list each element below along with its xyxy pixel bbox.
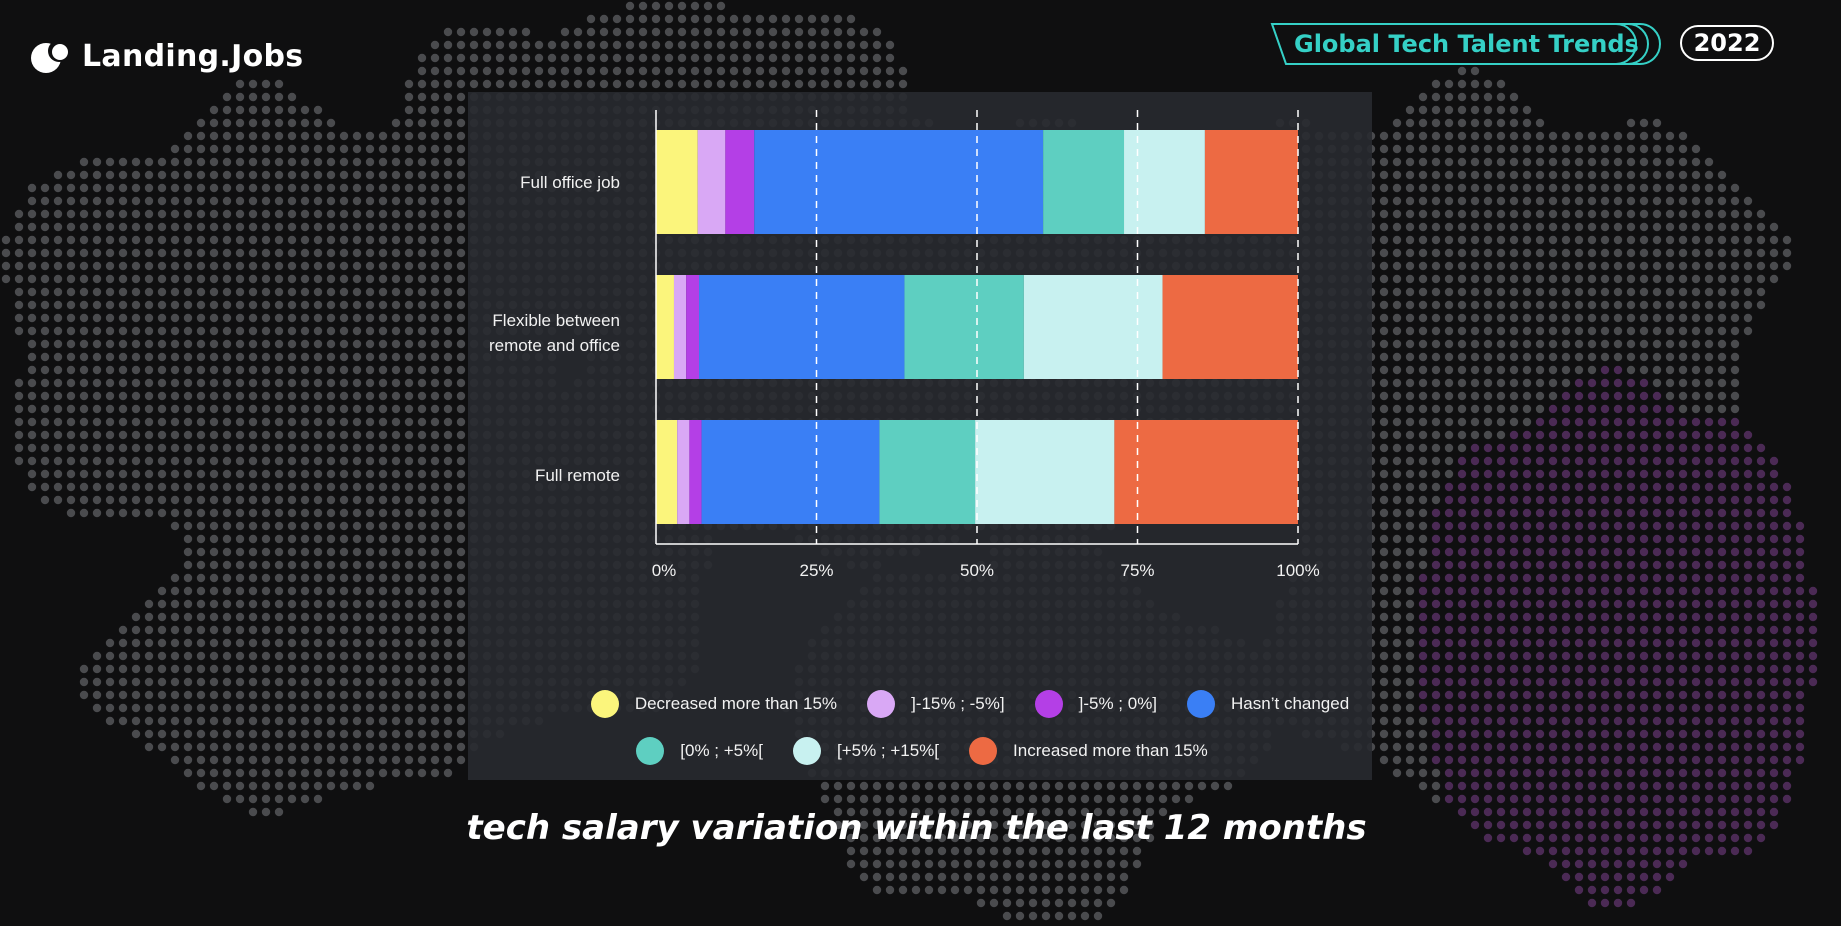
legend-swatch — [1187, 690, 1216, 718]
trend-badge: Global Tech Talent Trends — [1270, 22, 1662, 66]
legend-swatch — [1034, 690, 1063, 718]
legend-row: Decreased more than 15% ]-15% ; -5%] ]-5… — [518, 690, 1422, 718]
legend-swatch — [792, 737, 821, 765]
bar-segment — [904, 275, 1024, 379]
bar-segment — [673, 275, 687, 379]
bar-segment — [697, 130, 726, 234]
x-tick-label: 75% — [1120, 561, 1154, 580]
bar-segment — [879, 420, 976, 524]
year-badge: 2022 — [1680, 25, 1774, 61]
x-tick-label: 100% — [1276, 561, 1319, 580]
legend-row: [0% ; +5%[ [+5% ; +15%[ Increased more t… — [470, 737, 1374, 765]
bar-segment — [1124, 130, 1205, 234]
bar-segment — [1114, 420, 1298, 524]
bar-segment — [1204, 130, 1298, 234]
legend-label: [+5% ; +15%[ — [836, 741, 940, 760]
category-label: Full remote — [534, 466, 620, 485]
chart-subtitle: tech salary variation within the last 12… — [466, 808, 1367, 848]
bar-segment — [1043, 130, 1125, 234]
legend-swatch — [969, 737, 998, 765]
x-tick-label: 50% — [960, 561, 994, 580]
trend-label: Global Tech Talent Trends — [1294, 30, 1639, 58]
legend-item: Hasn’t changed — [1187, 690, 1349, 718]
bar-segment — [725, 130, 755, 234]
bar-group — [656, 275, 1298, 379]
bar-segment — [701, 420, 880, 524]
chart-panel: 0% 25% 50% 75% 100% Full office job Flexible… — [468, 92, 1372, 780]
bar-group — [656, 130, 1298, 234]
legend-label: Decreased more than 15% — [634, 694, 838, 713]
legend-swatch — [636, 737, 665, 765]
legend-label: Hasn’t changed — [1231, 694, 1350, 713]
x-tick-label: 25% — [799, 561, 833, 580]
bar-segment — [656, 420, 678, 524]
brand-logo[interactable]: Landing.Jobs — [30, 34, 303, 78]
x-tick-label: 0% — [652, 561, 677, 580]
bar-segment — [754, 130, 1044, 234]
legend-item: [0% ; +5%[ — [636, 737, 763, 765]
legend-swatch — [590, 690, 619, 718]
bar-group — [656, 420, 1298, 524]
stacked-bar-chart: 0% 25% 50% 75% 100% — [652, 110, 1320, 580]
legend-label: ]-15% ; -5%] — [911, 694, 1005, 713]
legend-item: Increased more than 15% — [969, 737, 1208, 765]
legend-item: Decreased more than 15% — [590, 690, 838, 718]
legend-item: ]-5% ; 0%] — [1034, 690, 1158, 718]
category-label: Flexible between remote and office — [488, 311, 620, 355]
bar-segment — [1023, 275, 1163, 379]
landing-jobs-logo-icon — [31, 40, 70, 73]
bar-segment — [689, 420, 702, 524]
trend-badge-outline — [1270, 23, 1661, 65]
category-label: Full office job — [520, 173, 620, 192]
legend-swatch — [867, 690, 896, 718]
bar-segment — [656, 130, 698, 234]
bar-segment — [975, 420, 1115, 524]
brand-name: Landing.Jobs — [82, 38, 304, 74]
legend-item: [+5% ; +15%[ — [792, 737, 940, 765]
bar-segment — [656, 275, 674, 379]
bar-segment — [677, 420, 690, 524]
bar-segment — [686, 275, 700, 379]
bar-segment — [699, 275, 905, 379]
legend-label: ]-5% ; 0%] — [1078, 694, 1158, 713]
legend-label: [0% ; +5%[ — [680, 741, 763, 760]
legend-label: Increased more than 15% — [1013, 741, 1208, 760]
bar-segment — [1162, 275, 1298, 379]
legend-item: ]-15% ; -5%] — [867, 690, 1005, 718]
